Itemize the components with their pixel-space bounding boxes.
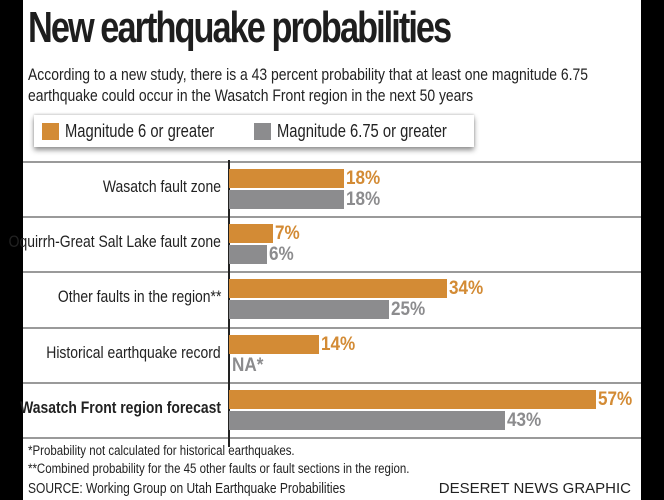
row-divider [23, 437, 641, 439]
bar-magnitude-6-75 [229, 245, 267, 264]
category-label: Other faults in the region** [57, 287, 221, 306]
legend-swatch-orange [42, 122, 59, 140]
value-label-magnitude-6-75: 43% [507, 410, 542, 431]
legend-item-magnitude-6-75: Magnitude 6.75 or greater [254, 120, 484, 142]
bar-magnitude-6 [229, 169, 344, 188]
bar-magnitude-6 [229, 335, 319, 354]
bar-magnitude-6 [229, 390, 596, 409]
legend: Magnitude 6 or greater Magnitude 6.75 or… [34, 115, 474, 147]
legend-item-magnitude-6: Magnitude 6 or greater [42, 120, 247, 142]
chart-row-oquirrh-great-salt-lake: Oquirrh-Great Salt Lake fault zone 7% 6% [9, 218, 641, 273]
row-divider [23, 327, 641, 329]
row-divider [23, 216, 641, 218]
value-label-magnitude-6-75: 18% [346, 189, 381, 210]
legend-label: Magnitude 6 or greater [65, 120, 215, 141]
category-label: Historical earthquake record [46, 343, 221, 362]
bar-magnitude-6 [229, 279, 447, 298]
infographic: New earthquake probabilities According t… [9, 0, 641, 500]
value-label-magnitude-6-75: NA* [232, 355, 264, 376]
bar-magnitude-6-75 [229, 411, 505, 430]
chart-title: New earthquake probabilities [28, 3, 452, 52]
source-credit: SOURCE: Working Group on Utah Earthquake… [28, 480, 346, 497]
chart-row-historical-record: Historical earthquake record 14% NA* [23, 329, 641, 384]
row-divider [23, 161, 641, 163]
value-label-magnitude-6-75: 25% [391, 299, 426, 320]
value-label-magnitude-6: 18% [346, 168, 381, 189]
row-divider [23, 382, 641, 384]
value-label-magnitude-6: 57% [598, 389, 633, 410]
bar-chart: Wasatch fault zone 18% 18% Oquirrh-Great… [9, 160, 641, 447]
value-label-magnitude-6: 14% [321, 334, 356, 355]
chart-subtitle: According to a new study, there is a 43 … [28, 65, 589, 105]
footnote-2: **Combined probability for the 45 other … [28, 461, 410, 476]
footnote-1: *Probability not calculated for historic… [28, 443, 295, 458]
legend-swatch-gray [254, 122, 271, 140]
category-label: Wasatch Front region forecast [20, 398, 221, 417]
value-label-magnitude-6: 7% [275, 223, 300, 244]
legend-label: Magnitude 6.75 or greater [277, 120, 447, 141]
value-label-magnitude-6: 34% [449, 278, 484, 299]
bar-magnitude-6-75 [229, 190, 344, 209]
chart-row-wasatch-fault-zone: Wasatch fault zone 18% 18% [23, 163, 641, 218]
category-label: Wasatch fault zone [102, 177, 221, 196]
value-label-magnitude-6-75: 6% [269, 244, 294, 265]
category-label: Oquirrh-Great Salt Lake fault zone [8, 232, 221, 251]
graphic-credit: DESERET NEWS GRAPHIC [438, 480, 631, 497]
chart-row-other-faults: Other faults in the region** 34% 25% [23, 273, 641, 328]
bar-magnitude-6-75 [229, 300, 389, 319]
chart-row-wasatch-front-forecast: Wasatch Front region forecast 57% 43% [20, 384, 641, 439]
bar-magnitude-6 [229, 224, 273, 243]
row-divider [23, 271, 641, 273]
